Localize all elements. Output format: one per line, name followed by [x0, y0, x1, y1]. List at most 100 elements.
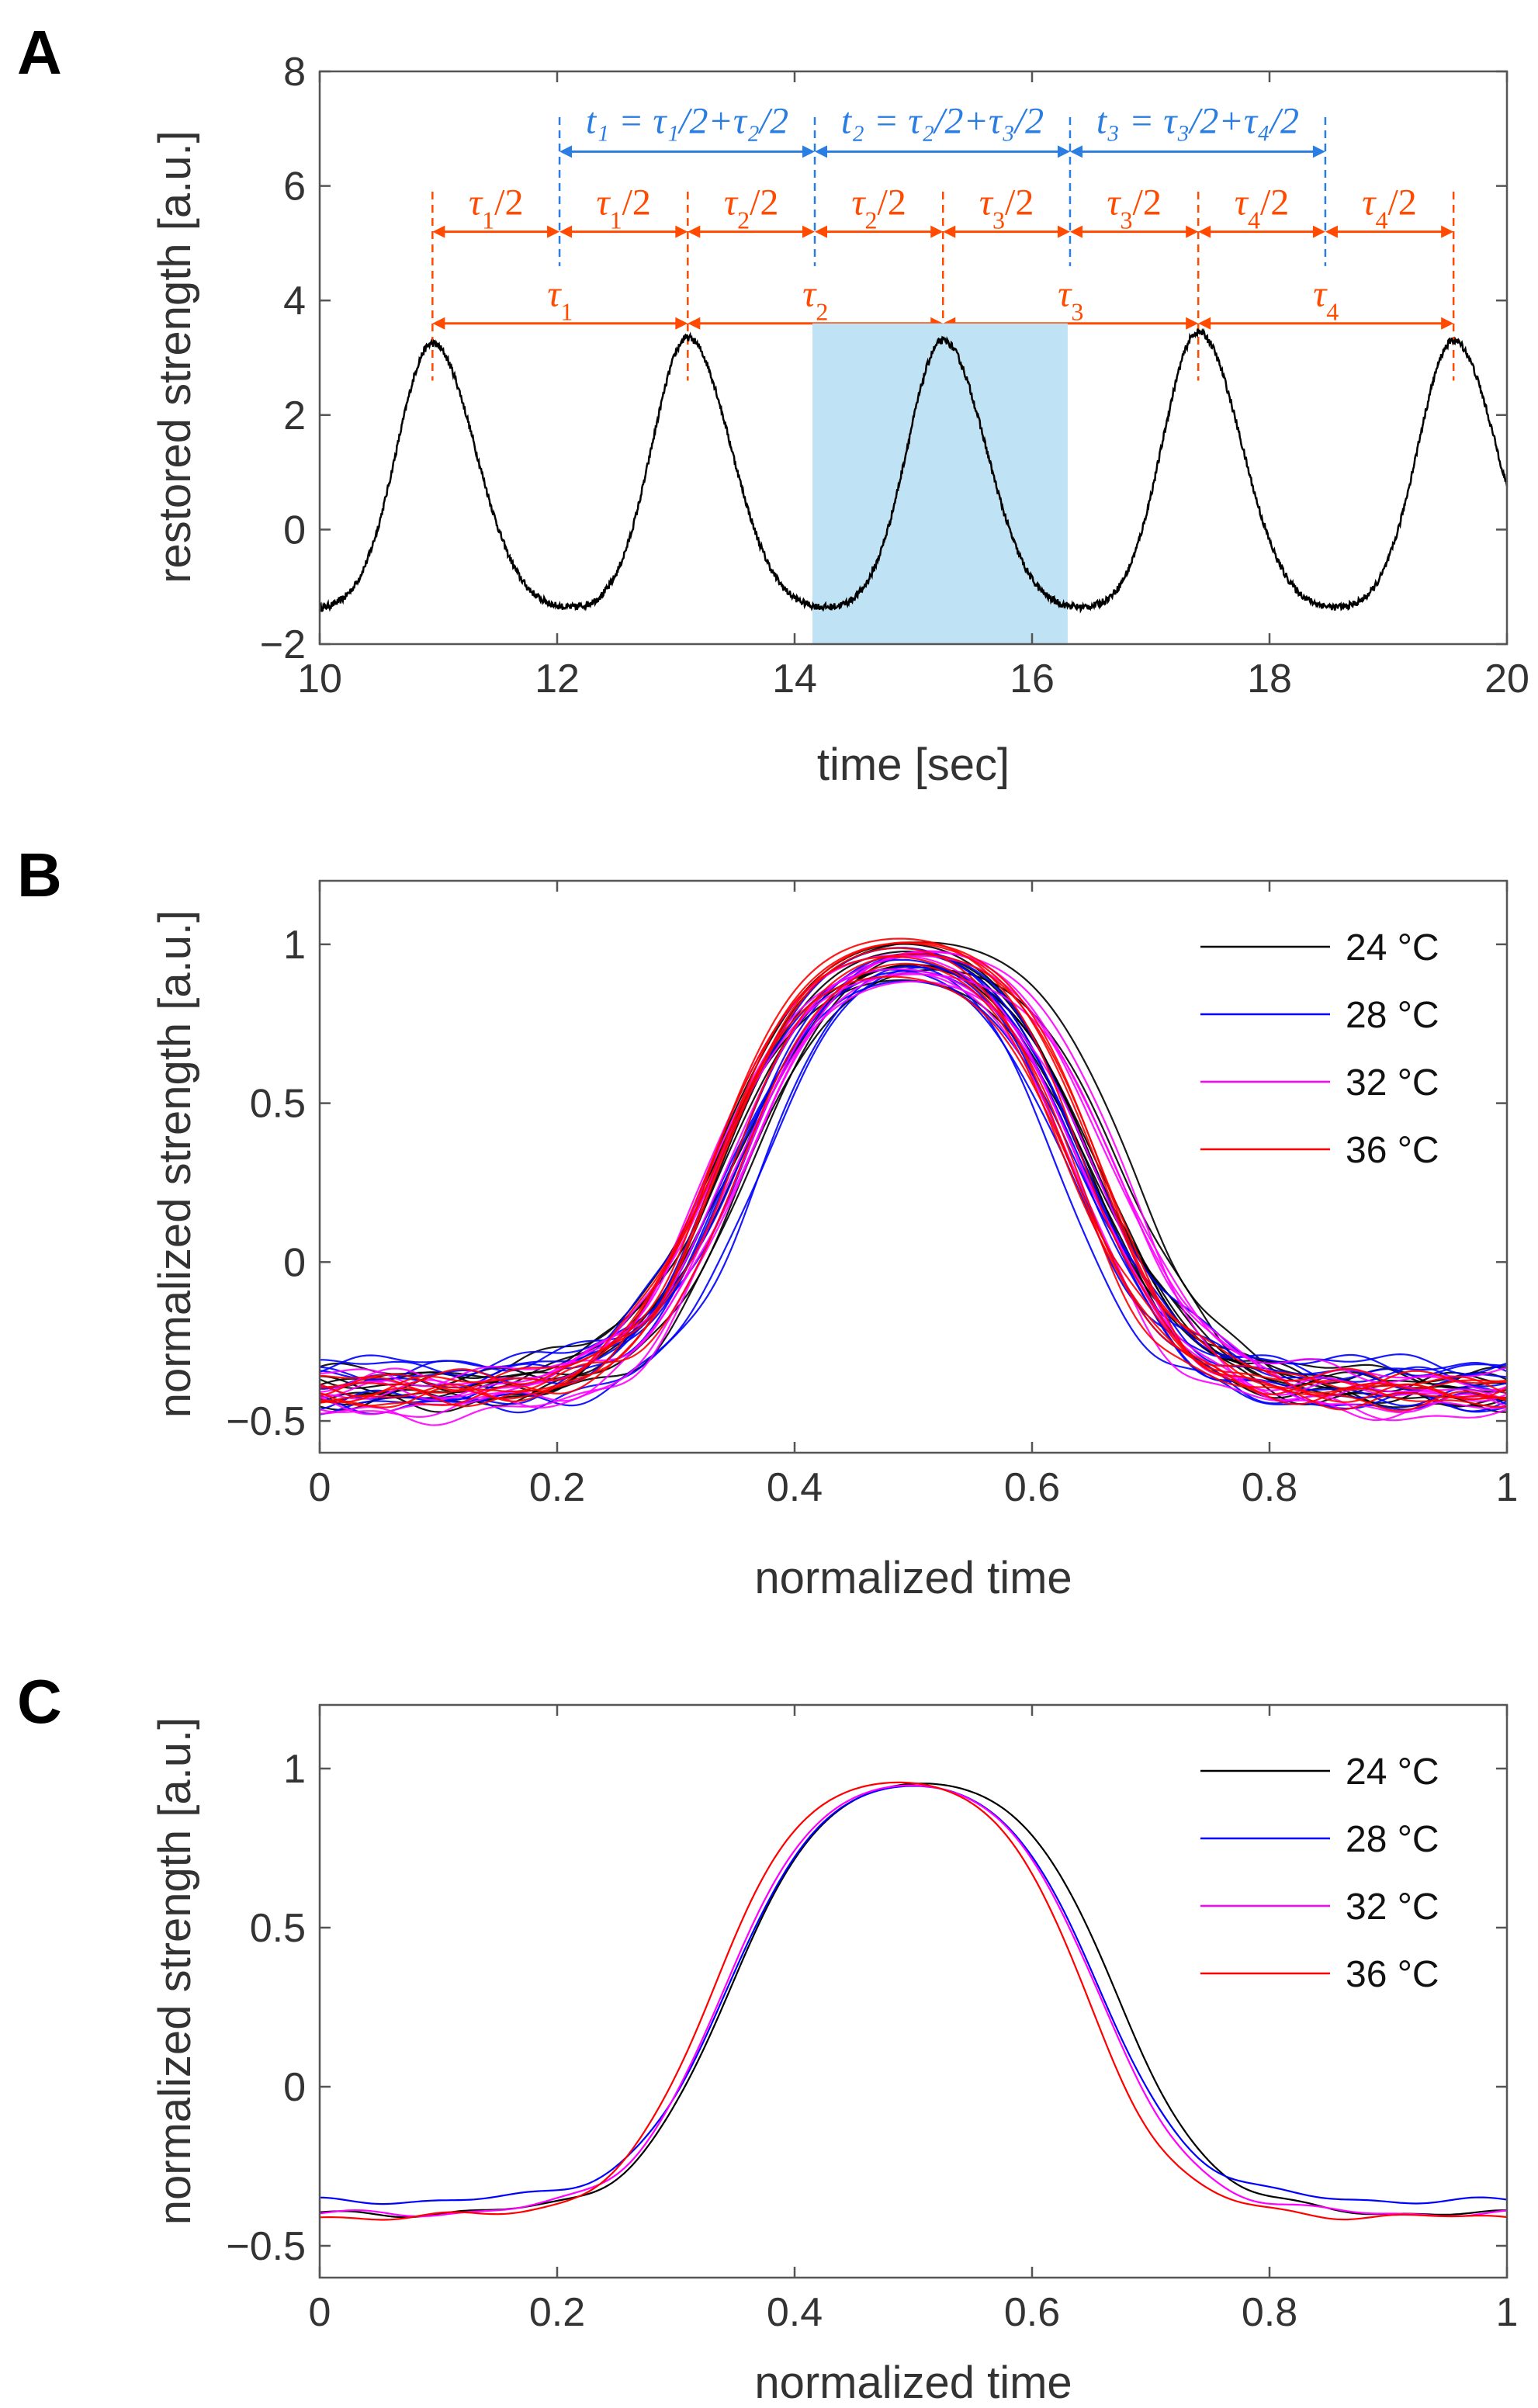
panel-c-axes: 0 0.2 0.4 0.6 0.8 1−0.500.51: [226, 1703, 1519, 2335]
t-interval-arrow-head-left: [559, 145, 573, 158]
panel-b-series-28c-line: [319, 952, 1508, 1390]
panel-b-series-36c-line: [319, 937, 1508, 1408]
panel-b-axes: 0 0.2 0.4 0.6 0.8 1−0.500.51: [226, 879, 1519, 1510]
panel-b-xtick-label: 1: [1496, 1465, 1519, 1510]
panel-c-ytick-label: 1: [283, 1747, 306, 1792]
panel-b-plot-area: [319, 937, 1508, 1426]
panel-b-ytick-label: 0.5: [250, 1082, 306, 1127]
panel-b-legend: 24 °C 28 °C 32 °C 36 °C: [1200, 927, 1439, 1171]
panel-c-xlabel: normalized time: [754, 2358, 1072, 2408]
panel-a-xlabel: time [sec]: [817, 740, 1010, 790]
panel-a-xtick-label: 16: [1010, 657, 1055, 702]
panel-c-legend-label: 32 °C: [1346, 1887, 1439, 1928]
tau-half-label: τ2/2: [724, 182, 779, 234]
panel-c-axes-box: [318, 1703, 1509, 2279]
tau-label: τ2: [802, 274, 828, 326]
tau-half-label: τ2/2: [851, 182, 906, 234]
tau-half-arrow-head-right: [675, 225, 688, 238]
panel-b-xtick-label: 0: [309, 1465, 331, 1510]
panel-a-axes-box: [318, 70, 1509, 646]
tau-half-arrow-head-left: [432, 225, 445, 238]
panel-b-series-32c-line: [319, 955, 1508, 1391]
panel-a-ytick-label: 4: [283, 279, 306, 324]
panel-b-series-24c-line: [319, 979, 1508, 1385]
panel-b-series-28c-line: [319, 966, 1508, 1415]
tau-half-arrow-head-left: [688, 225, 701, 238]
panel-b-xtick-label: 0.2: [529, 1465, 585, 1510]
tau-half-label: τ3/2: [979, 182, 1034, 234]
tau-half-label: τ1/2: [469, 182, 524, 234]
tau-half-arrow-head-right: [930, 225, 944, 238]
tau-half-label: τ3/2: [1107, 182, 1162, 234]
panel-b-series-32c-line: [319, 980, 1508, 1415]
panel-b-legend-label: 36 °C: [1346, 1130, 1439, 1171]
panel-c-xtick-label: 0.8: [1242, 2290, 1297, 2335]
tau-arrow-head-left: [432, 317, 445, 330]
restored-strength-line: [318, 327, 1509, 614]
panel-c-xtick-label: 0.2: [529, 2290, 585, 2335]
panel-b-series-24c-line: [319, 951, 1508, 1389]
panel-b-ylabel: normalized strength [a.u.]: [150, 910, 200, 1418]
panel-b-legend-label: 32 °C: [1346, 1062, 1439, 1104]
panel-c-ytick-label: −0.5: [226, 2224, 306, 2269]
panel-a-ytick-label: 2: [283, 393, 306, 438]
panel-a-xtick-label: 14: [772, 657, 817, 702]
panel-label-c: C: [17, 1667, 62, 1736]
panel-c-series-28c-line: [319, 1785, 1508, 2205]
t-interval-label: t₃ = τ₃/2+τ₄/2: [1096, 100, 1299, 141]
panel-a-annotations: τ1/2 τ1/2 τ2/2 τ2/2 τ3/2 τ3/2 τ4/2 τ4/2 τ1 τ2 τ3 τ4…: [431, 100, 1455, 381]
tau-arrow-head-left: [1198, 317, 1211, 330]
tau-half-arrow-head-left: [1069, 225, 1082, 238]
panel-a-ytick-label: −2: [260, 622, 306, 667]
tau-half-arrow-head-right: [1186, 225, 1199, 238]
tau-half-arrow-head-right: [1312, 225, 1325, 238]
tau-arrow-head-right: [1186, 317, 1199, 330]
panel-c-xtick-label: 1: [1496, 2290, 1519, 2335]
panel-c-series-32c-line: [319, 1784, 1508, 2218]
tau-label: τ3: [1058, 274, 1083, 326]
panel-b-series-24c-line: [319, 964, 1508, 1394]
panel-c-xtick-label: 0: [309, 2290, 331, 2335]
panel-b-xtick-label: 0.6: [1004, 1465, 1060, 1510]
panel-b-series-28c-line: [319, 968, 1508, 1382]
t-interval-arrow-head-right: [802, 145, 816, 158]
panel-a-xtick-label: 12: [535, 657, 580, 702]
tau-half-label: τ1/2: [596, 182, 651, 234]
tau-arrow-head-left: [688, 317, 701, 330]
tau-arrow-head-right: [675, 317, 688, 330]
panel-c-ytick-label: 0.5: [250, 1906, 306, 1951]
panel-b-series-28c-line: [320, 980, 1507, 1377]
panel-b-series-32c-line: [319, 973, 1508, 1401]
panel-b-series-36c-line: [319, 953, 1507, 1404]
panel-b-series-32c-line: [319, 950, 1508, 1388]
panel-b-series-28c-line: [319, 947, 1508, 1407]
panel-c-series-36c-line: [319, 1781, 1508, 2221]
panel-label-b: B: [17, 840, 62, 909]
panel-b-ytick-label: 0: [283, 1240, 306, 1285]
panel-b-series-28c-line: [319, 958, 1508, 1412]
t-interval-arrow-head-right: [1057, 145, 1070, 158]
tau-half-arrow-head-right: [1441, 225, 1454, 238]
panel-b-series-24c-line: [319, 968, 1508, 1408]
panel-b-ytick-label: −0.5: [226, 1399, 306, 1444]
panel-b-series-24c-line: [319, 965, 1508, 1413]
panel-a-xtick-label: 10: [297, 657, 342, 702]
panel-c-legend-label: 28 °C: [1346, 1819, 1439, 1860]
panel-b-series-36c-line: [319, 962, 1508, 1401]
panel-label-a: A: [17, 18, 62, 87]
panel-a-ytick-label: 0: [283, 508, 306, 553]
panel-b-axes-box: [318, 879, 1509, 1454]
t-interval-arrow-head-left: [1069, 145, 1082, 158]
tau-label: τ1: [547, 274, 573, 326]
tau-half-arrow-head-left: [559, 225, 573, 238]
panel-b-series-24c-line: [319, 941, 1508, 1406]
panel-a-ytick-label: 8: [283, 50, 306, 95]
panel-c-xtick-label: 0.6: [1004, 2290, 1060, 2335]
panel-c-legend: 24 °C 28 °C 32 °C 36 °C: [1200, 1751, 1439, 1995]
panel-b-series-28c-line: [319, 965, 1508, 1415]
panel-c-legend-label: 24 °C: [1346, 1751, 1439, 1793]
panel-a-ylabel: restored strength [a.u.]: [150, 130, 200, 584]
panel-b-series-32c-line: [319, 951, 1508, 1426]
panel-b-series-36c-line: [319, 975, 1508, 1411]
